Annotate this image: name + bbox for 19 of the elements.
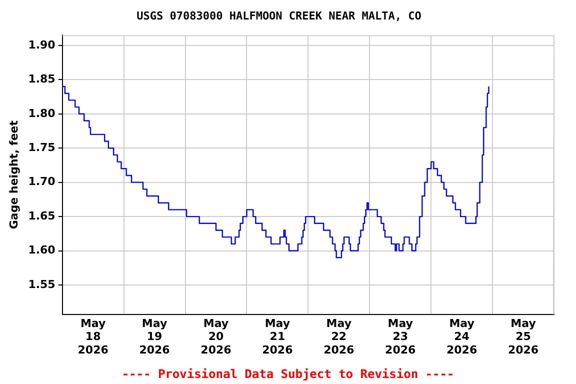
x-tick-label: May 20 2026 [200, 316, 232, 356]
x-tick-label: May 23 2026 [385, 316, 416, 356]
y-tick-label: 1.65 [28, 209, 56, 222]
x-tick-label: May 22 2026 [324, 316, 355, 356]
x-tick-label: May 24 2026 [446, 316, 478, 356]
y-tick-label: 1.75 [28, 140, 56, 154]
y-tick-label: 1.55 [28, 278, 56, 291]
x-tick-label: May 25 2026 [508, 316, 539, 356]
y-tick-label: 1.70 [28, 175, 56, 188]
text: ---- Provisional Data Subject to Revision ---- [120, 367, 456, 381]
x-tick-label: May 21 2026 [262, 316, 294, 356]
y-tick-label: 1.60 [28, 244, 56, 257]
y-tick-label: 1.80 [28, 106, 56, 120]
x-tick-label: May 18 2026 [78, 316, 109, 356]
y-axis-title: Gage height, feet [7, 120, 20, 230]
x-tick-label: May 19 2026 [139, 316, 170, 356]
y-tick-label: 1.85 [28, 72, 56, 86]
chart-title: USGS 07083000 HALFMOON CREEK NEAR MALTA, CO [136, 9, 422, 22]
y-tick-label: 1.90 [28, 38, 56, 52]
